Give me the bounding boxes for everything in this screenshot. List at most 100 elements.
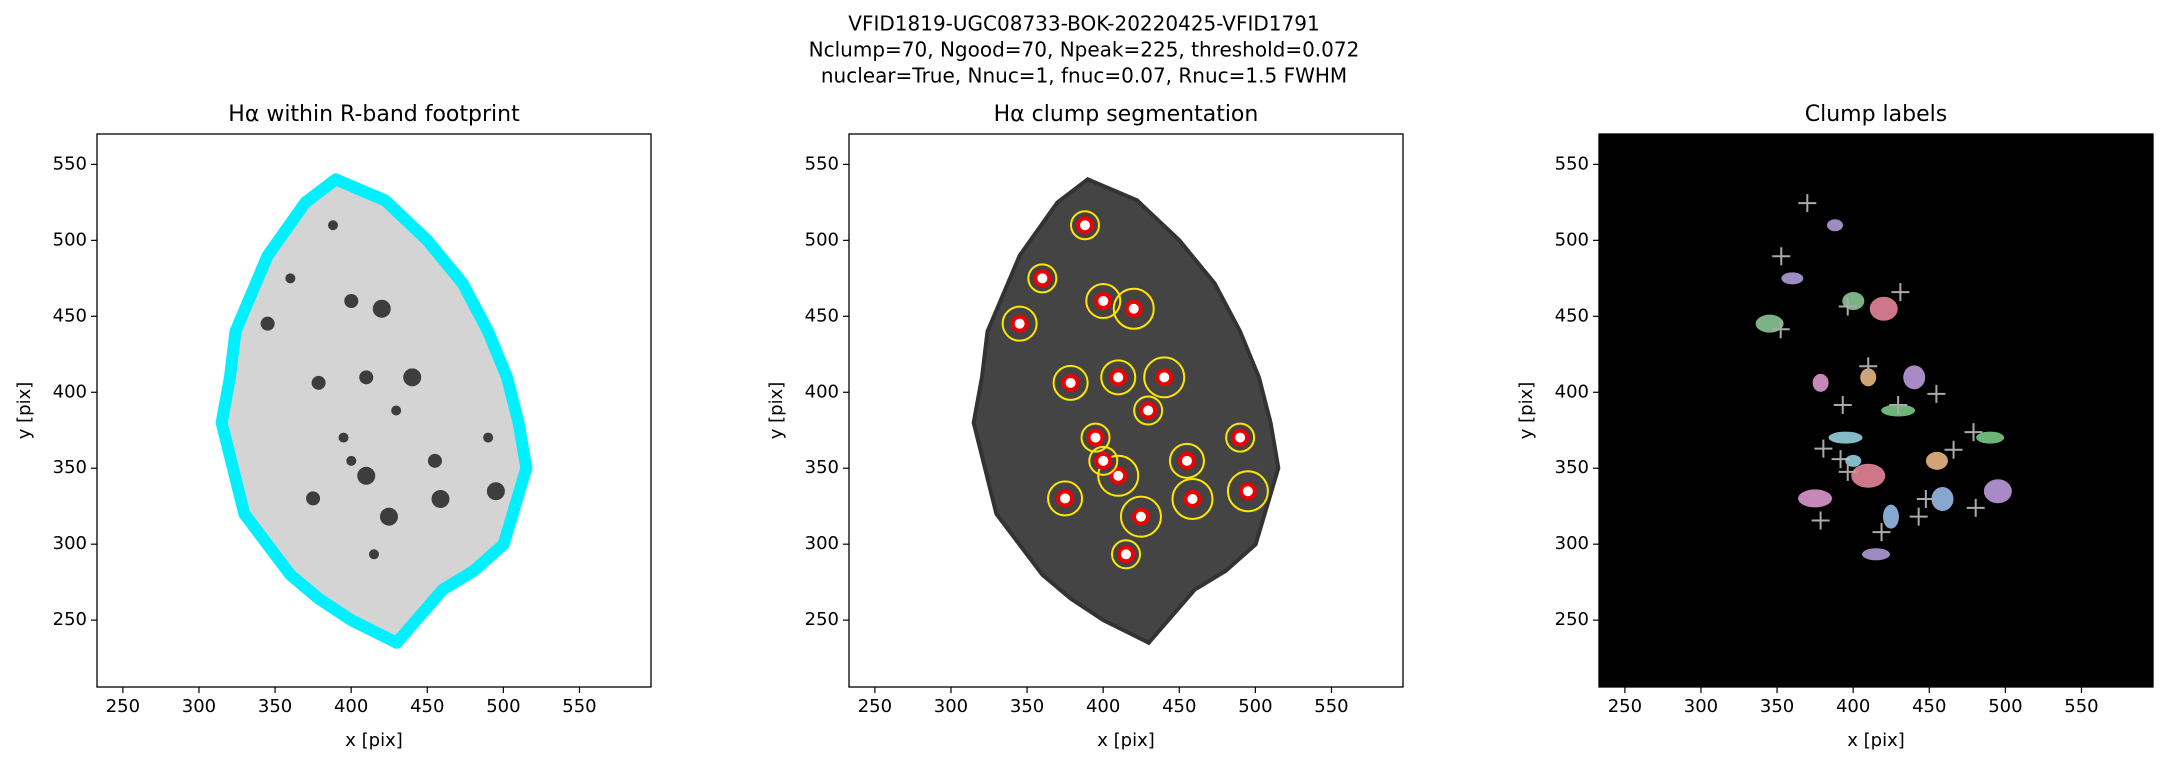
clump-contour <box>1085 283 1122 320</box>
clump-contour <box>1226 470 1269 513</box>
x-tick-label: 250 <box>858 696 892 717</box>
x-tick-label: 300 <box>1684 696 1718 717</box>
suptitle: nuclear=True, Nnuc=1, fnuc=0.07, Rnuc=1.… <box>821 64 1347 88</box>
clump-peak <box>1238 482 1257 501</box>
clump-peak <box>1183 489 1202 508</box>
peak-marker <box>1859 357 1878 376</box>
clump-peak <box>1094 292 1113 311</box>
x-tick-label: 500 <box>1988 696 2022 717</box>
emission-blob <box>369 549 379 560</box>
clump-contour <box>1001 305 1038 342</box>
emission-blob <box>311 375 326 390</box>
y-tick-label: 400 <box>53 381 87 402</box>
clump-label <box>1869 296 1898 321</box>
clump-contour <box>1070 210 1101 241</box>
clump-label <box>1903 365 1926 390</box>
clump-contour <box>1112 287 1155 330</box>
x-axis-label: x [pix] <box>1847 730 1905 751</box>
peak-marker <box>1838 462 1857 481</box>
suptitle: Nclump=70, Ngood=70, Npeak=225, threshol… <box>809 38 1360 62</box>
peak-marker <box>1772 247 1791 266</box>
x-tick-label: 500 <box>486 696 520 717</box>
clump-label <box>1781 272 1804 285</box>
x-tick-label: 300 <box>182 696 216 717</box>
clump-contour <box>1100 359 1137 396</box>
x-tick-label: 450 <box>1912 696 1946 717</box>
emission-blob <box>391 405 402 416</box>
clump-label <box>1882 504 1899 529</box>
clump-label <box>1983 479 2012 504</box>
footprint <box>215 173 533 649</box>
y-tick-label: 250 <box>53 609 87 630</box>
peak-marker <box>1833 395 1852 414</box>
clump-contour <box>1133 395 1164 426</box>
x-tick-label: 350 <box>1010 696 1044 717</box>
clump-contour <box>1097 454 1140 497</box>
clump-label <box>1931 486 1954 511</box>
emission-blob <box>357 466 376 485</box>
y-tick-label: 250 <box>805 609 839 630</box>
clump-peak <box>1117 545 1135 564</box>
clump-peak <box>1177 451 1196 470</box>
clump-contour <box>1052 364 1089 401</box>
clump-peak <box>1109 466 1128 485</box>
clump-peak <box>1131 507 1150 526</box>
clump-contour <box>1027 263 1058 294</box>
y-tick-label: 300 <box>53 533 87 554</box>
y-tick-label: 300 <box>1555 533 1589 554</box>
y-tick-label: 450 <box>53 305 87 326</box>
y-tick-label: 550 <box>805 153 839 174</box>
peak-marker <box>1966 498 1985 517</box>
y-tick-label: 400 <box>805 381 839 402</box>
x-tick-label: 450 <box>1162 696 1196 717</box>
clump-contour <box>1047 480 1084 517</box>
clump-peak <box>1109 368 1128 387</box>
y-axis-label: y [pix] <box>14 382 35 440</box>
peak-marker <box>1964 423 1983 442</box>
y-tick-label: 350 <box>1555 457 1589 478</box>
peak-marker <box>1891 283 1910 302</box>
clump-contour <box>1168 442 1205 479</box>
y-axis-label: y [pix] <box>766 382 787 440</box>
suptitle: VFID1819-UGC08733-BOK-20220425-VFID1791 <box>848 12 1319 36</box>
clump-peak <box>1094 451 1113 470</box>
clump-contour <box>1088 445 1119 476</box>
image-panel <box>1599 134 2153 687</box>
clump-peak <box>1076 216 1095 235</box>
emission-blob <box>379 507 398 526</box>
clump-contour <box>1171 477 1214 520</box>
emission-blob <box>486 482 505 501</box>
emission-blob <box>346 455 357 466</box>
clump-peak <box>1124 299 1143 318</box>
clump-label <box>1828 431 1863 444</box>
clump-contour <box>1143 356 1186 399</box>
clump-peak <box>1010 314 1029 333</box>
peak-marker <box>1811 511 1830 530</box>
y-tick-label: 400 <box>1555 381 1589 402</box>
x-tick-label: 500 <box>1238 696 1272 717</box>
x-tick-label: 250 <box>1608 696 1642 717</box>
peak-marker <box>1872 523 1891 542</box>
image-background <box>1599 134 2153 687</box>
emission-blob <box>359 370 374 385</box>
panel-title: Hα within R-band footprint <box>228 102 520 127</box>
y-tick-label: 450 <box>1555 305 1589 326</box>
clump-peak <box>1155 368 1174 387</box>
emission-blob <box>427 453 442 468</box>
emission-blob <box>306 491 321 506</box>
clump-label <box>1976 431 2005 444</box>
emission-blob <box>328 220 339 231</box>
y-tick-label: 450 <box>805 305 839 326</box>
peak-marker <box>1944 440 1963 459</box>
x-tick-label: 400 <box>1086 696 1120 717</box>
peak-marker <box>1798 194 1817 213</box>
y-tick-label: 300 <box>805 533 839 554</box>
x-tick-label: 400 <box>1836 696 1870 717</box>
image-panel <box>849 134 1403 687</box>
axes-frame <box>848 133 1404 688</box>
y-axis-label: y [pix] <box>1516 382 1537 440</box>
x-tick-label: 250 <box>106 696 140 717</box>
emission-blob <box>403 368 422 387</box>
clump-label <box>1845 454 1862 467</box>
